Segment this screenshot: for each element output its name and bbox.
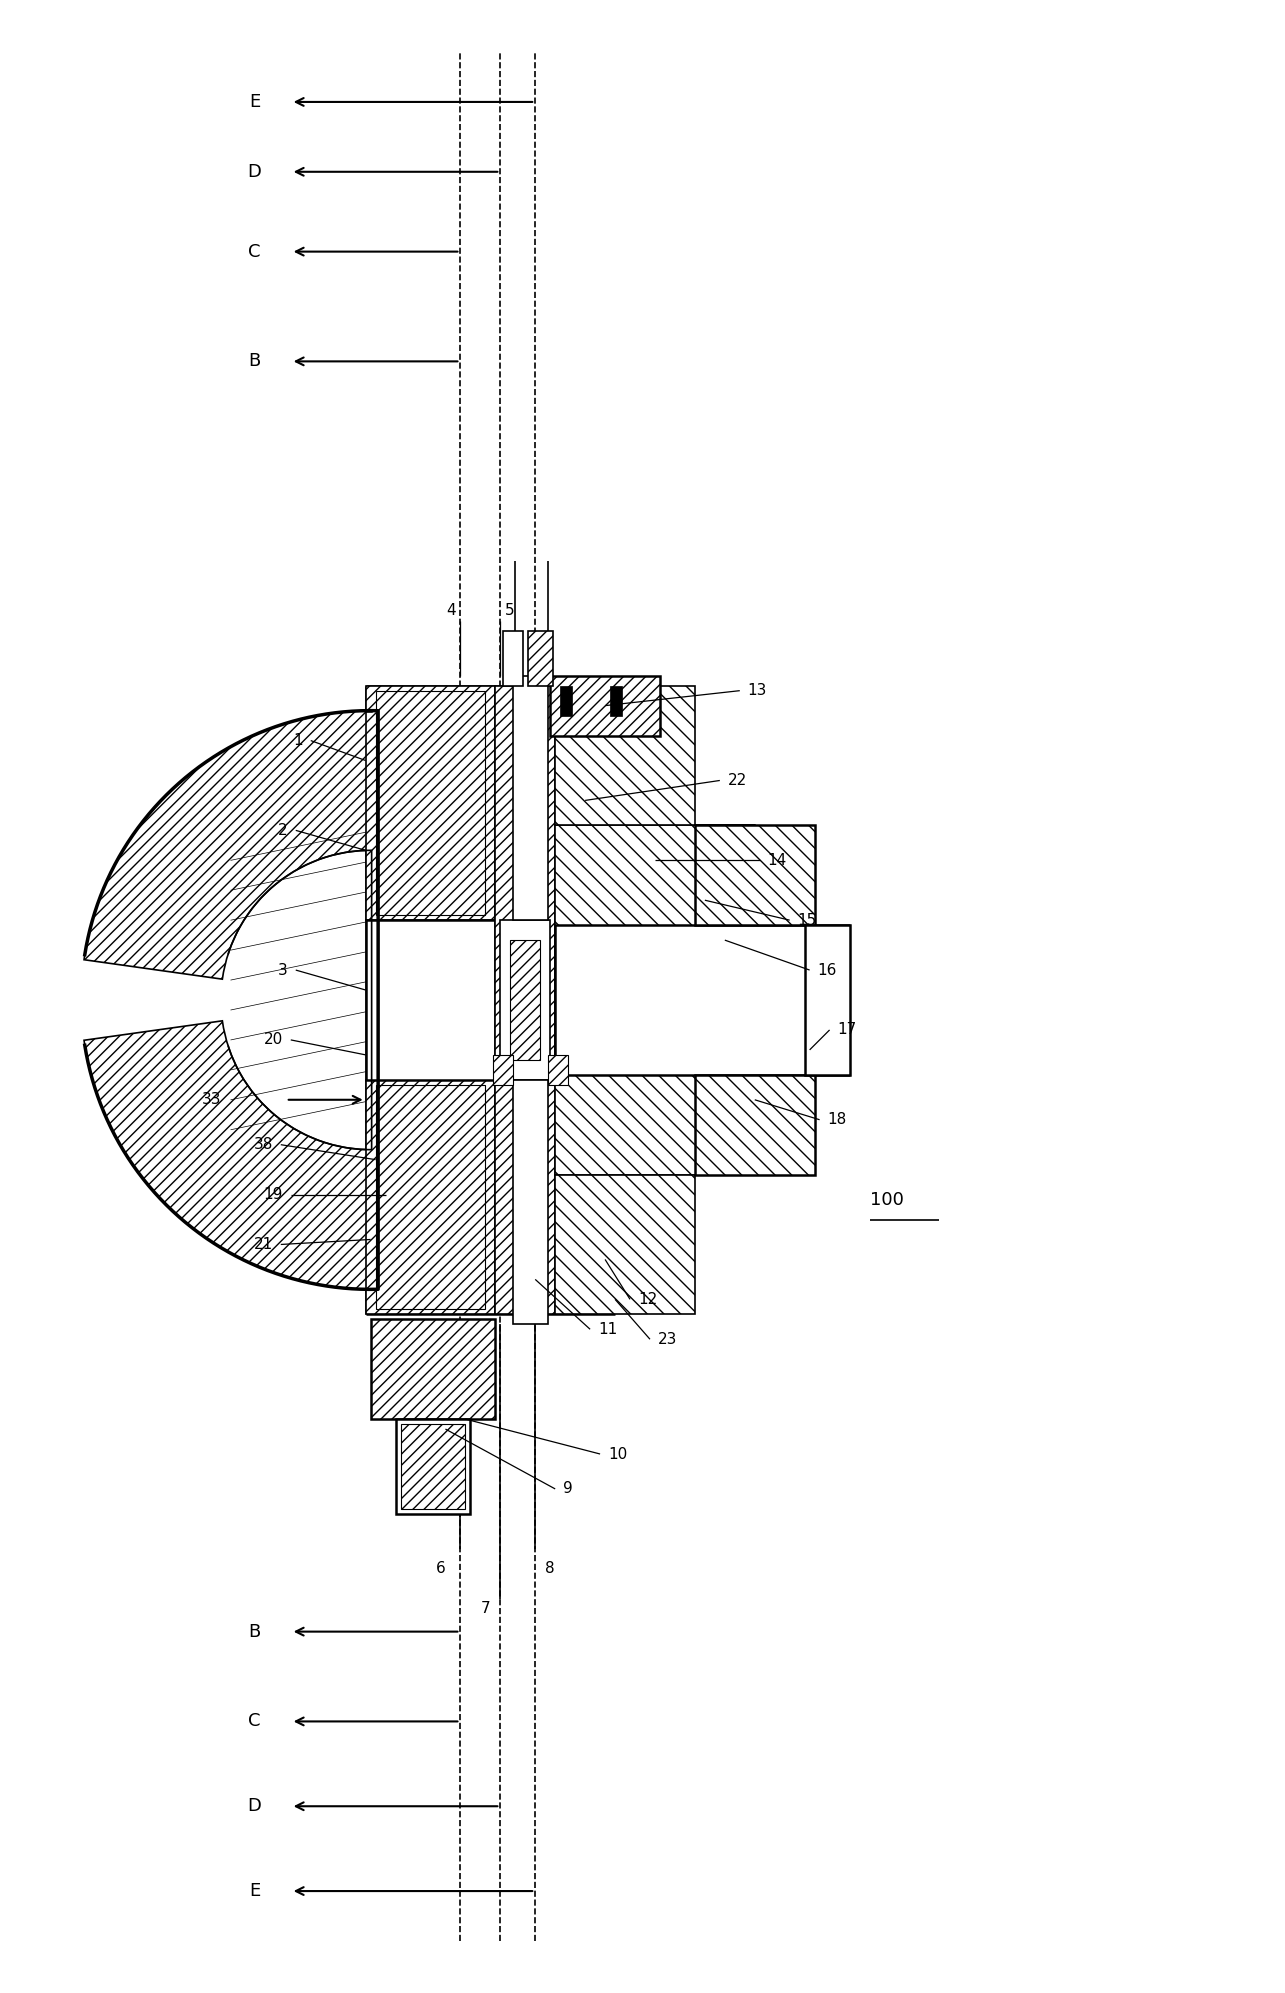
Bar bbox=[375, 692, 486, 915]
Bar bbox=[375, 1084, 486, 1309]
Text: 18: 18 bbox=[828, 1112, 847, 1128]
Bar bbox=[528, 632, 554, 686]
Text: 11: 11 bbox=[598, 1321, 617, 1337]
Text: 8: 8 bbox=[545, 1561, 555, 1576]
Bar bbox=[500, 921, 550, 1080]
Bar bbox=[555, 825, 754, 1174]
Text: 10: 10 bbox=[608, 1447, 627, 1461]
Text: 20: 20 bbox=[263, 1032, 283, 1048]
Bar bbox=[804, 925, 849, 1074]
Text: D: D bbox=[247, 163, 261, 181]
Text: 16: 16 bbox=[817, 963, 837, 977]
Bar bbox=[495, 686, 555, 1313]
Text: 38: 38 bbox=[253, 1138, 272, 1152]
Bar bbox=[555, 1174, 695, 1313]
Bar bbox=[370, 1319, 495, 1419]
Text: 12: 12 bbox=[639, 1291, 657, 1307]
Bar bbox=[504, 632, 523, 686]
Bar bbox=[560, 686, 572, 715]
Bar bbox=[549, 1054, 568, 1084]
Text: 13: 13 bbox=[748, 684, 767, 698]
Bar bbox=[610, 686, 622, 715]
Text: 17: 17 bbox=[838, 1022, 857, 1038]
Text: 14: 14 bbox=[767, 853, 786, 867]
Bar bbox=[366, 686, 495, 921]
Bar bbox=[550, 676, 660, 735]
Text: 33: 33 bbox=[202, 1092, 221, 1108]
Bar bbox=[555, 686, 695, 825]
Bar bbox=[366, 1080, 495, 1313]
Bar bbox=[695, 1074, 815, 1174]
Bar bbox=[401, 1425, 465, 1509]
Text: 1: 1 bbox=[293, 733, 303, 747]
Bar bbox=[510, 941, 540, 1060]
Wedge shape bbox=[84, 712, 660, 1289]
Text: 6: 6 bbox=[436, 1561, 446, 1576]
Bar bbox=[513, 676, 549, 921]
Bar bbox=[513, 1080, 549, 1323]
Text: 5: 5 bbox=[505, 604, 515, 618]
Text: 2: 2 bbox=[278, 823, 288, 837]
Text: 7: 7 bbox=[481, 1600, 491, 1616]
Bar bbox=[695, 825, 815, 925]
Text: 19: 19 bbox=[263, 1188, 283, 1202]
Bar bbox=[555, 925, 815, 1074]
Bar bbox=[396, 1419, 470, 1515]
Text: E: E bbox=[249, 1881, 261, 1899]
Bar bbox=[366, 921, 495, 1080]
Text: 100: 100 bbox=[870, 1190, 903, 1208]
Text: 15: 15 bbox=[798, 913, 817, 927]
Text: 22: 22 bbox=[727, 773, 747, 787]
Text: 21: 21 bbox=[253, 1238, 272, 1252]
Text: C: C bbox=[248, 1712, 261, 1730]
Text: B: B bbox=[248, 353, 261, 371]
Text: E: E bbox=[249, 94, 261, 112]
Text: 23: 23 bbox=[658, 1331, 677, 1347]
Text: 3: 3 bbox=[278, 963, 288, 977]
Text: D: D bbox=[247, 1798, 261, 1816]
Text: 9: 9 bbox=[563, 1481, 573, 1497]
Bar bbox=[815, 931, 849, 1070]
Bar bbox=[493, 1054, 513, 1084]
Text: B: B bbox=[248, 1622, 261, 1640]
Text: C: C bbox=[248, 243, 261, 261]
Text: 4: 4 bbox=[446, 604, 455, 618]
